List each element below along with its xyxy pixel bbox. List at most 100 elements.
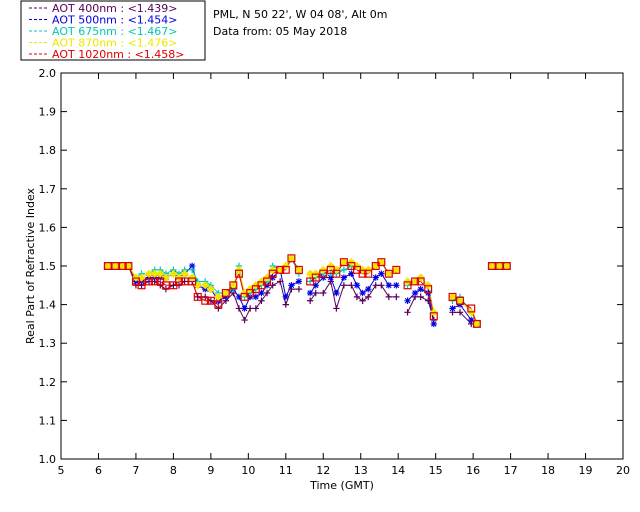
data-point xyxy=(221,289,230,298)
data-point xyxy=(234,269,243,278)
y-tick-label: 1.0 xyxy=(39,453,57,466)
legend-entry: AOT 400nm : <1.439> xyxy=(52,2,178,15)
data-point xyxy=(340,282,348,289)
x-tick-label: 9 xyxy=(207,464,214,477)
data-point xyxy=(358,269,367,278)
data-point xyxy=(393,293,400,301)
y-tick-label: 1.8 xyxy=(39,144,57,157)
legend-entry: AOT 675nm : <1.467> xyxy=(52,25,178,38)
x-tick-label: 15 xyxy=(429,464,443,477)
data-point xyxy=(118,262,127,271)
data-point xyxy=(288,282,295,289)
data-point xyxy=(359,297,366,304)
data-point xyxy=(392,265,401,274)
data-point xyxy=(392,265,401,274)
x-tick-label: 6 xyxy=(95,464,102,477)
data-point xyxy=(188,262,196,270)
data-point xyxy=(214,300,223,309)
data-point xyxy=(312,289,319,297)
data-point xyxy=(188,266,196,274)
data-point xyxy=(364,269,373,278)
data-point xyxy=(502,262,511,271)
axis-ticks: 5 6 7 8 9 10 11 12 13 14 15 16 17 18 19 20 1.0 1.1 1.2 1.3 1… xyxy=(39,67,631,477)
legend: AOT 400nm : <1.439>AOT 500nm : <1.454>AO… xyxy=(20,0,206,61)
data-point xyxy=(320,289,327,297)
data-point xyxy=(339,258,348,267)
y-tick-label: 1.1 xyxy=(39,414,57,427)
y-tick-label: 1.9 xyxy=(39,106,57,119)
y-tick-label: 2.0 xyxy=(39,67,57,80)
x-axis-label: Time (GMT) xyxy=(309,479,374,492)
data-point xyxy=(353,293,361,301)
data-point xyxy=(235,293,243,301)
series-line-2 xyxy=(107,257,507,325)
data-point xyxy=(411,289,419,297)
data-point xyxy=(263,277,272,286)
data-point xyxy=(169,269,178,278)
data-point xyxy=(206,285,215,294)
data-point xyxy=(306,297,314,304)
data-point xyxy=(456,296,465,305)
data-point xyxy=(353,282,361,289)
data-point xyxy=(404,309,411,316)
y-tick-label: 1.4 xyxy=(39,299,57,312)
data-point xyxy=(365,293,372,301)
data-point xyxy=(306,289,314,297)
data-point xyxy=(312,282,319,289)
data-point xyxy=(377,258,386,267)
data-point xyxy=(333,305,340,312)
data-point xyxy=(495,261,504,271)
legend-entry: AOT 500nm : <1.454> xyxy=(52,14,178,27)
x-tick-label: 12 xyxy=(316,464,330,477)
series-lines xyxy=(107,257,507,325)
y-axis-label: Real Part of Refractive Index xyxy=(24,187,37,344)
data-point xyxy=(487,261,496,271)
y-tick-label: 1.3 xyxy=(39,337,57,350)
data-point xyxy=(340,266,348,274)
data-point xyxy=(258,289,265,297)
x-tick-label: 16 xyxy=(466,464,480,477)
data-point xyxy=(214,292,223,302)
x-tick-label: 5 xyxy=(58,464,65,477)
data-point xyxy=(430,320,437,328)
x-tick-label: 17 xyxy=(504,464,518,477)
data-point xyxy=(287,254,296,263)
x-tick-label: 10 xyxy=(241,464,255,477)
date-info: Data from: 05 May 2018 xyxy=(213,25,347,38)
data-point xyxy=(468,316,475,324)
data-point xyxy=(378,282,385,289)
y-tick-label: 1.5 xyxy=(39,260,57,273)
data-point xyxy=(404,297,411,304)
x-tick-label: 8 xyxy=(170,464,177,477)
data-point xyxy=(348,282,355,289)
x-tick-label: 11 xyxy=(279,464,293,477)
y-tick-label: 1.6 xyxy=(39,221,57,234)
data-point xyxy=(180,277,189,286)
data-point xyxy=(145,277,154,286)
data-point xyxy=(467,304,476,313)
x-tick-label: 19 xyxy=(579,464,593,477)
site-info: PML, N 50 22', W 04 08', Alt 0m xyxy=(213,8,387,21)
data-point xyxy=(241,316,248,324)
data-point xyxy=(201,296,210,305)
data-point xyxy=(276,278,284,285)
data-point xyxy=(424,297,432,304)
data-point xyxy=(319,269,328,278)
data-point xyxy=(103,262,112,271)
data-point xyxy=(385,293,393,301)
data-point xyxy=(327,274,334,281)
data-point xyxy=(252,293,260,301)
data-point xyxy=(424,285,433,294)
data-point xyxy=(252,305,260,312)
data-point xyxy=(268,269,277,278)
legend-entry: AOT 1020nm : <1.458> xyxy=(52,48,185,61)
data-point xyxy=(384,269,393,278)
data-point xyxy=(449,305,456,312)
data-point xyxy=(472,319,481,328)
x-tick-label: 7 xyxy=(132,464,139,477)
data-point xyxy=(311,273,320,282)
data-point xyxy=(448,292,457,301)
data-point xyxy=(384,269,393,278)
data-point xyxy=(359,289,366,297)
